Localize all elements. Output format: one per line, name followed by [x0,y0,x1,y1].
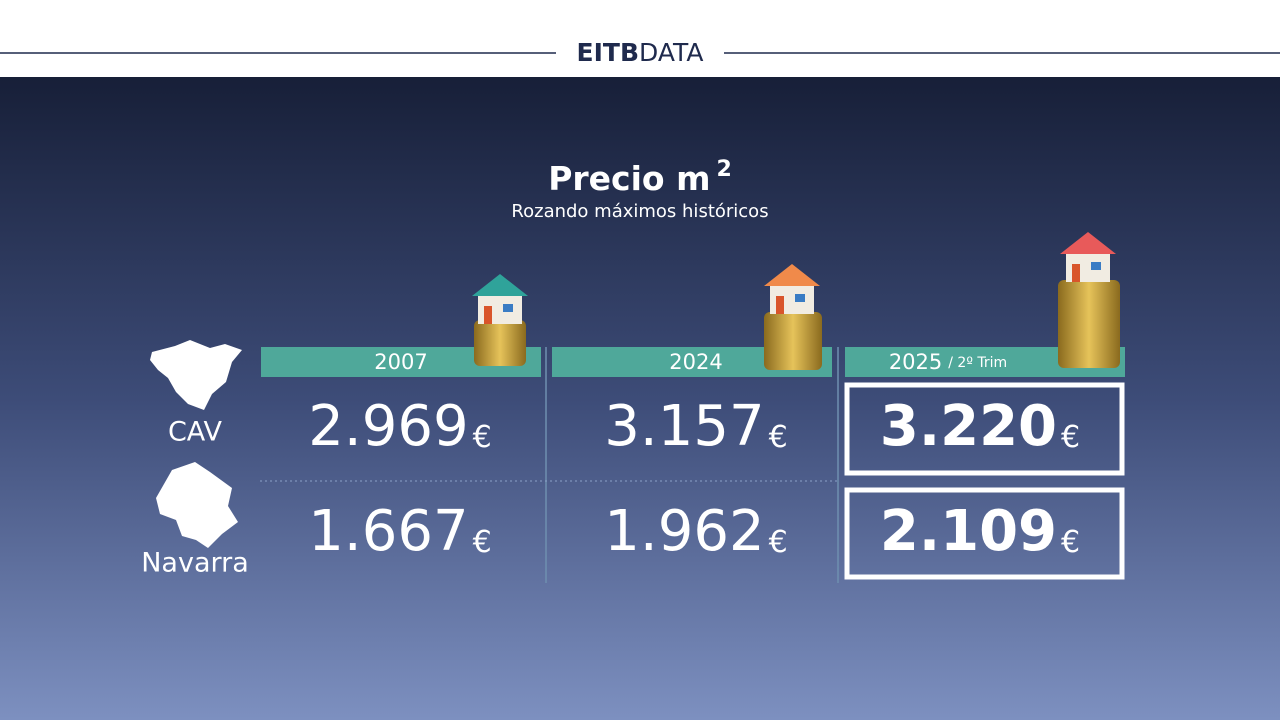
price-value: 3.220 [880,394,1057,459]
price-value: 3.157 [604,394,764,459]
brand: EITBDATA [577,38,704,67]
column-label: 2024 [669,350,722,374]
price-cell: 3.157 € [604,394,787,459]
highlight-box [844,487,1125,580]
column-label: 2025 / 2º Trim [889,350,1007,374]
price-value: 1.667 [308,499,468,564]
brand-light: DATA [639,38,703,67]
column-label: 2007 [374,350,427,374]
map-cav [150,340,242,410]
price-cell: 3.220 € [880,394,1080,459]
highlight-box [844,382,1125,476]
currency: € [769,420,788,455]
map-navarra [156,462,238,548]
region-label: CAV [168,417,223,448]
currency: € [1061,525,1080,560]
price-cell: 2.109 € [880,499,1080,564]
column-year: 2025 [889,350,942,374]
title-superscript: 2 [716,157,731,182]
icon-coins [472,274,528,366]
price-value: 2.969 [308,394,468,459]
price-value: 2.109 [880,499,1057,564]
subtitle: Rozando máximos históricos [511,201,768,222]
price-cell: 2.969 € [308,394,491,459]
currency: € [473,525,492,560]
header-bar [0,0,1280,77]
region-label: Navarra [141,548,249,579]
table-body: CAV 2.969 €3.157 €3.220 €Navarra 1.667 €1.962 €… [141,394,1080,578]
currency: € [473,420,492,455]
price-value: 1.962 [604,499,764,564]
background [0,77,1280,720]
brand-bold: EITB [577,38,640,67]
icon-coins [764,264,822,370]
price-cell: 1.667 € [308,499,491,564]
currency: € [1061,420,1080,455]
currency: € [769,525,788,560]
icon-coins [1058,232,1120,368]
column-note: / 2º Trim [948,355,1007,371]
title-main: Precio m [548,159,710,198]
price-cell: 1.962 € [604,499,787,564]
